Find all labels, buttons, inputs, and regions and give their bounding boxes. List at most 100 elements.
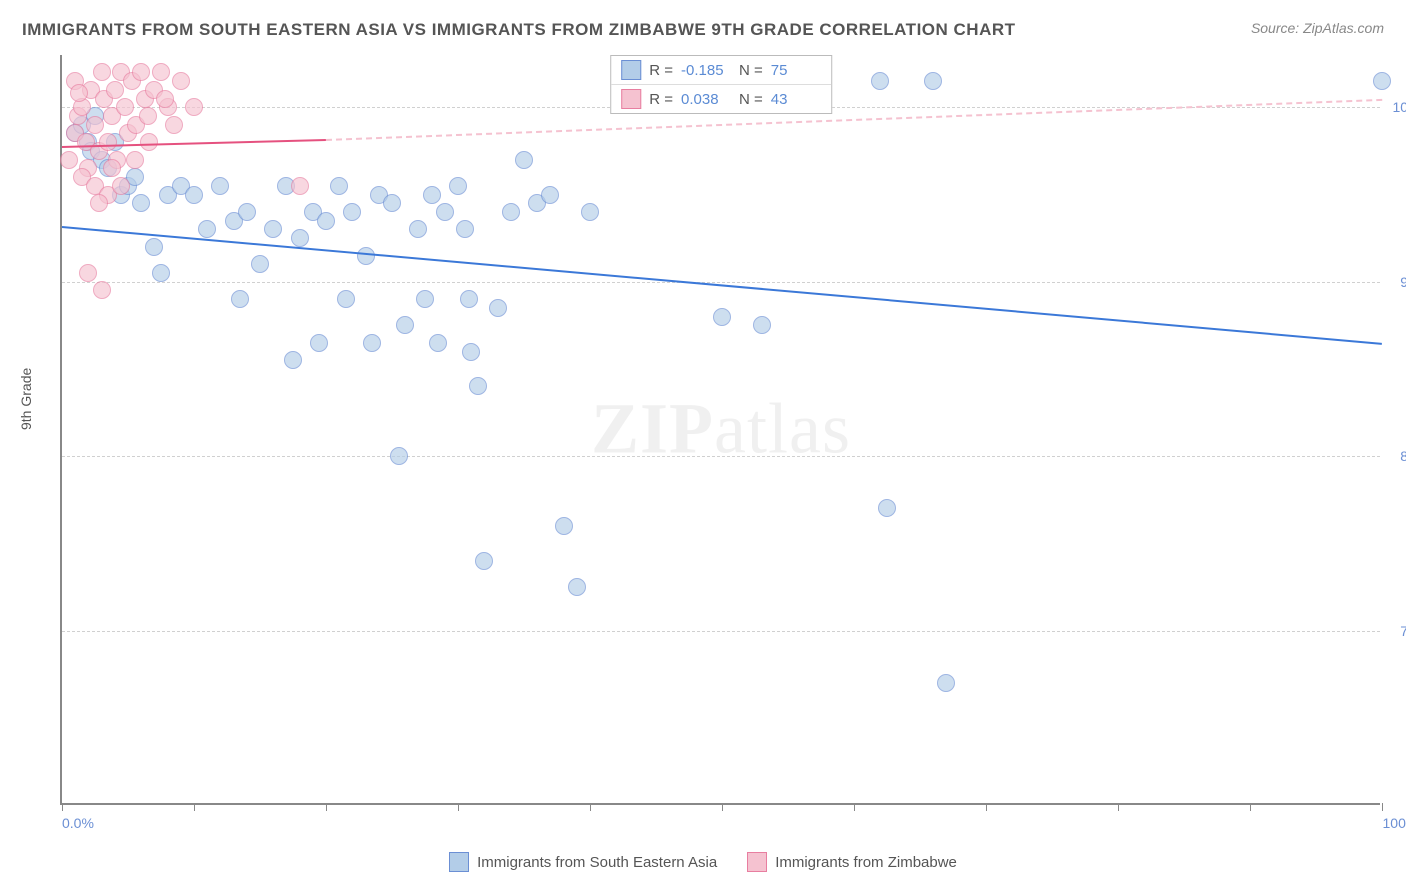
x-tick: [722, 803, 723, 811]
data-point: [185, 98, 203, 116]
data-point: [469, 377, 487, 395]
x-tick-max: 100.0%: [1383, 815, 1406, 831]
legend-stat-row: R =0.038N =43: [611, 84, 831, 113]
legend-swatch: [747, 852, 767, 872]
data-point: [878, 499, 896, 517]
source-citation: Source: ZipAtlas.com: [1251, 20, 1384, 36]
data-point: [165, 116, 183, 134]
data-point: [140, 133, 158, 151]
x-tick: [1382, 803, 1383, 811]
x-tick: [854, 803, 855, 811]
data-point: [284, 351, 302, 369]
data-point: [713, 308, 731, 326]
data-point: [116, 98, 134, 116]
gridline-h: [62, 456, 1380, 457]
r-value: 0.038: [681, 91, 731, 108]
gridline-h: [62, 631, 1380, 632]
data-point: [462, 343, 480, 361]
data-point: [106, 81, 124, 99]
data-point: [86, 116, 104, 134]
data-point: [70, 84, 88, 102]
x-tick: [1118, 803, 1119, 811]
data-point: [291, 177, 309, 195]
x-tick-min: 0.0%: [62, 815, 94, 831]
plot-area: ZIPatlas R =-0.185N =75R =0.038N =43 0.0…: [60, 55, 1380, 805]
data-point: [337, 290, 355, 308]
x-tick: [458, 803, 459, 811]
data-point: [396, 316, 414, 334]
data-point: [357, 247, 375, 265]
data-point: [409, 220, 427, 238]
data-point: [156, 90, 174, 108]
data-point: [291, 229, 309, 247]
data-point: [152, 264, 170, 282]
x-tick: [62, 803, 63, 811]
x-tick: [590, 803, 591, 811]
r-label: R =: [649, 62, 673, 79]
data-point: [475, 552, 493, 570]
gridline-h: [62, 282, 1380, 283]
n-value: 75: [771, 62, 821, 79]
data-point: [924, 72, 942, 90]
data-point: [363, 334, 381, 352]
trend-line: [62, 226, 1382, 345]
r-label: R =: [649, 91, 673, 108]
legend-swatch: [449, 852, 469, 872]
legend-swatch: [621, 89, 641, 109]
data-point: [238, 203, 256, 221]
data-point: [937, 674, 955, 692]
data-point: [390, 447, 408, 465]
data-point: [310, 334, 328, 352]
data-point: [581, 203, 599, 221]
data-point: [383, 194, 401, 212]
n-value: 43: [771, 91, 821, 108]
data-point: [211, 177, 229, 195]
data-point: [251, 255, 269, 273]
data-point: [753, 316, 771, 334]
correlation-legend: R =-0.185N =75R =0.038N =43: [610, 55, 832, 114]
x-tick: [986, 803, 987, 811]
data-point: [152, 63, 170, 81]
data-point: [541, 186, 559, 204]
data-point: [126, 151, 144, 169]
data-point: [330, 177, 348, 195]
data-point: [132, 194, 150, 212]
data-point: [436, 203, 454, 221]
y-tick-label: 80.0%: [1385, 448, 1406, 464]
data-point: [99, 133, 117, 151]
data-point: [416, 290, 434, 308]
data-point: [343, 203, 361, 221]
series-legend: Immigrants from South Eastern Asia Immigr…: [0, 852, 1406, 872]
data-point: [145, 238, 163, 256]
x-tick: [326, 803, 327, 811]
legend-label: Immigrants from Zimbabwe: [775, 854, 957, 871]
y-tick-label: 90.0%: [1385, 274, 1406, 290]
data-point: [60, 151, 78, 169]
data-point: [1373, 72, 1391, 90]
data-point: [139, 107, 157, 125]
data-point: [132, 63, 150, 81]
data-point: [489, 299, 507, 317]
x-tick: [194, 803, 195, 811]
x-tick: [1250, 803, 1251, 811]
legend-item: Immigrants from Zimbabwe: [747, 852, 957, 872]
y-tick-label: 100.0%: [1385, 99, 1406, 115]
data-point: [103, 159, 121, 177]
legend-swatch: [621, 60, 641, 80]
data-point: [264, 220, 282, 238]
data-point: [79, 264, 97, 282]
watermark: ZIPatlas: [591, 388, 851, 471]
chart-title: IMMIGRANTS FROM SOUTH EASTERN ASIA VS IM…: [22, 20, 1016, 40]
data-point: [515, 151, 533, 169]
legend-item: Immigrants from South Eastern Asia: [449, 852, 717, 872]
data-point: [93, 281, 111, 299]
data-point: [198, 220, 216, 238]
y-axis-label: 9th Grade: [18, 368, 34, 430]
legend-stat-row: R =-0.185N =75: [611, 56, 831, 84]
data-point: [231, 290, 249, 308]
trend-line: [326, 99, 1382, 141]
n-label: N =: [739, 62, 763, 79]
data-point: [429, 334, 447, 352]
data-point: [555, 517, 573, 535]
data-point: [112, 177, 130, 195]
